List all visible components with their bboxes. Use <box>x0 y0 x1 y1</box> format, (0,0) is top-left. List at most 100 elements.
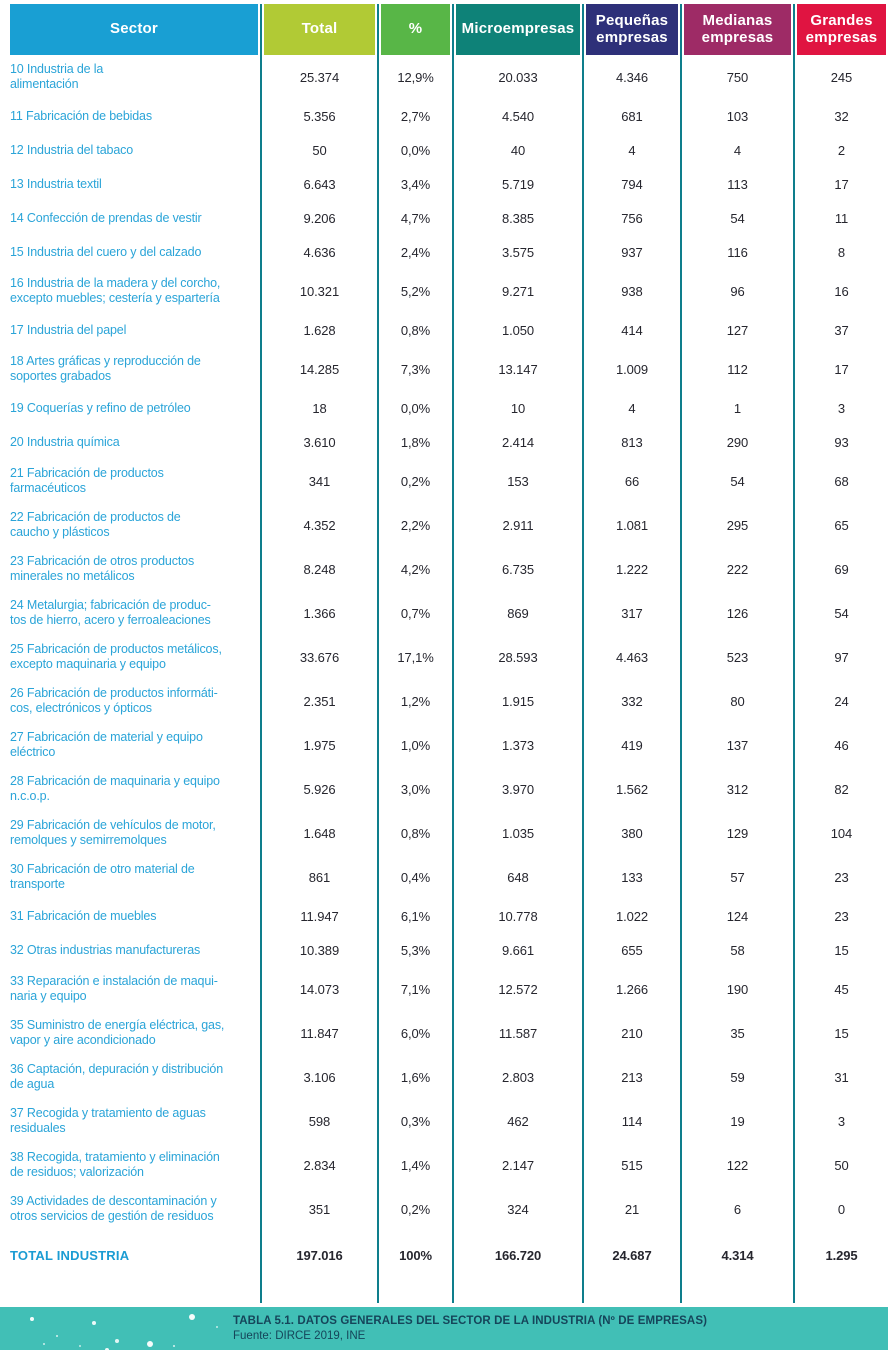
cell-grandes: 37 <box>793 313 888 347</box>
cell-pct: 12,9% <box>377 55 452 99</box>
cell-micro: 8.385 <box>452 201 582 235</box>
cell-pequenas: 66 <box>582 459 680 503</box>
cell-micro: 12.572 <box>452 967 582 1011</box>
column-header-pequenas: Pequeñas empresas <box>586 4 678 55</box>
cell-micro: 1.035 <box>452 811 582 855</box>
cell-total: 25.374 <box>260 55 377 99</box>
cell-total: 1.975 <box>260 723 377 767</box>
cell-medianas: 129 <box>680 811 793 855</box>
spacer-cell <box>452 1279 582 1303</box>
cell-medianas: 59 <box>680 1055 793 1099</box>
cell-pequenas: 794 <box>582 167 680 201</box>
cell-micro: 3.970 <box>452 767 582 811</box>
column-header-grandes: Grandes empresas <box>797 4 886 55</box>
cell-grandes: 15 <box>793 933 888 967</box>
total-cell-micro: 166.720 <box>452 1231 582 1279</box>
cell-total: 3.106 <box>260 1055 377 1099</box>
column-header-cell-pequenas: Pequeñas empresas <box>582 4 680 55</box>
cell-pequenas: 210 <box>582 1011 680 1055</box>
cell-micro: 9.271 <box>452 269 582 313</box>
cell-micro: 2.147 <box>452 1143 582 1187</box>
cell-pequenas: 813 <box>582 425 680 459</box>
cell-grandes: 15 <box>793 1011 888 1055</box>
cell-total: 2.351 <box>260 679 377 723</box>
cell-total: 861 <box>260 855 377 899</box>
cell-pct: 0,2% <box>377 459 452 503</box>
cell-micro: 324 <box>452 1187 582 1231</box>
cell-medianas: 127 <box>680 313 793 347</box>
cell-sector: 14 Confección de prendas de vestir <box>10 210 202 225</box>
cell-sector: 39 Actividades de descontaminación y otr… <box>10 1194 217 1223</box>
cell-sector: 15 Industria del cuero y del calzado <box>10 244 202 259</box>
cell-pequenas: 4 <box>582 391 680 425</box>
cell-pequenas: 655 <box>582 933 680 967</box>
cell-sector: 24 Metalurgia; fabricación de produc- to… <box>10 598 211 627</box>
spacer-cell <box>582 1279 680 1303</box>
cell-pequenas: 1.222 <box>582 547 680 591</box>
cell-grandes: 11 <box>793 201 888 235</box>
cell-medianas: 190 <box>680 967 793 1011</box>
cell-pequenas: 937 <box>582 235 680 269</box>
column-header-pct: % <box>381 4 450 55</box>
column-header-cell-medianas: Medianas empresas <box>680 4 793 55</box>
cell-total: 9.206 <box>260 201 377 235</box>
spacer-cell <box>793 1279 888 1303</box>
cell-micro: 2.803 <box>452 1055 582 1099</box>
cell-pct: 5,3% <box>377 933 452 967</box>
cell-grandes: 24 <box>793 679 888 723</box>
cell-total: 598 <box>260 1099 377 1143</box>
cell-grandes: 16 <box>793 269 888 313</box>
column-header-cell-micro: Microempresas <box>452 4 582 55</box>
cell-medianas: 54 <box>680 459 793 503</box>
cell-micro: 462 <box>452 1099 582 1143</box>
cell-medianas: 57 <box>680 855 793 899</box>
cell-total: 33.676 <box>260 635 377 679</box>
spacer-cell <box>0 1279 260 1303</box>
total-cell-medianas: 4.314 <box>680 1231 793 1279</box>
cell-micro: 10 <box>452 391 582 425</box>
total-cell-sector: TOTAL INDUSTRIA <box>10 1247 130 1263</box>
cell-micro: 648 <box>452 855 582 899</box>
cell-medianas: 80 <box>680 679 793 723</box>
industry-sector-table: Sector Total% Microempresas Pequeñas empres… <box>0 4 888 1303</box>
cell-total: 341 <box>260 459 377 503</box>
cell-sector: 32 Otras industrias manufactureras <box>10 942 201 957</box>
cell-grandes: 97 <box>793 635 888 679</box>
cell-sector: 17 Industria del papel <box>10 322 127 337</box>
cell-micro: 153 <box>452 459 582 503</box>
cell-pequenas: 938 <box>582 269 680 313</box>
column-header-sector: Sector <box>10 4 258 55</box>
cell-micro: 10.778 <box>452 899 582 933</box>
spacer-cell <box>377 1279 452 1303</box>
cell-pct: 0,0% <box>377 391 452 425</box>
total-cell-grandes: 1.295 <box>793 1231 888 1279</box>
cell-micro: 1.915 <box>452 679 582 723</box>
cell-sector: 19 Coquerías y refino de petróleo <box>10 400 191 415</box>
cell-sector: 16 Industria de la madera y del corcho, … <box>10 276 221 305</box>
cell-pct: 3,4% <box>377 167 452 201</box>
cell-micro: 1.373 <box>452 723 582 767</box>
cell-sector: 29 Fabricación de vehículos de motor, re… <box>10 818 216 847</box>
column-header-micro: Microempresas <box>456 4 580 55</box>
spacer-cell <box>680 1279 793 1303</box>
cell-total: 2.834 <box>260 1143 377 1187</box>
cell-medianas: 750 <box>680 55 793 99</box>
cell-pequenas: 133 <box>582 855 680 899</box>
cell-medianas: 137 <box>680 723 793 767</box>
cell-total: 5.356 <box>260 99 377 133</box>
cell-medianas: 103 <box>680 99 793 133</box>
cell-grandes: 17 <box>793 167 888 201</box>
cell-grandes: 46 <box>793 723 888 767</box>
cell-grandes: 93 <box>793 425 888 459</box>
cell-sector: 26 Fabricación de productos informáti- c… <box>10 686 218 715</box>
cell-pct: 6,1% <box>377 899 452 933</box>
cell-medianas: 295 <box>680 503 793 547</box>
cell-pct: 7,1% <box>377 967 452 1011</box>
cell-total: 1.648 <box>260 811 377 855</box>
total-cell-pequenas: 24.687 <box>582 1231 680 1279</box>
cell-grandes: 2 <box>793 133 888 167</box>
cell-medianas: 112 <box>680 347 793 391</box>
cell-sector: 36 Captación, depuración y distribución … <box>10 1062 224 1091</box>
cell-pequenas: 4.346 <box>582 55 680 99</box>
